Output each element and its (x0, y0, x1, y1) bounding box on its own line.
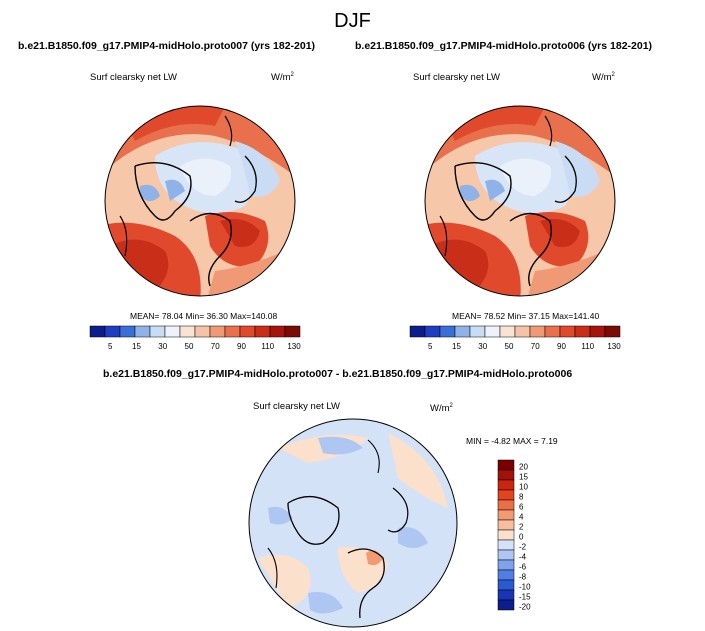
panel2-colorbar-tick-label: 130 (607, 342, 621, 351)
panel2-colorbar-swatch (529, 325, 546, 338)
diff-colorbar-swatch (497, 569, 515, 581)
panel2-colorbar-swatch (574, 325, 591, 338)
diff-colorbar-tick-label: -6 (519, 563, 527, 572)
diff-colorbar-tick-label: -4 (519, 553, 527, 562)
panel1-variable-label: Surf clearsky net LW (90, 72, 177, 83)
panel1-colorbar-tick-label: 130 (287, 342, 301, 351)
panel2-colorbar-swatch (589, 325, 606, 338)
diff-units: W/m2 (430, 403, 453, 415)
diff-colorbar-tick-label: -2 (519, 543, 527, 552)
panel1-colorbar-swatch (164, 325, 181, 338)
panel2-colorbar-tick-label: 110 (581, 342, 594, 351)
diff-variable-label: Surf clearsky net LW (253, 401, 340, 412)
diff-colorbar-swatch (497, 589, 515, 601)
panel1-colorbar-swatch (254, 325, 271, 338)
panel1-colorbar-swatch (224, 325, 241, 338)
diff-colorbar-swatch (497, 539, 515, 551)
panel1-colorbar-swatch (149, 325, 166, 338)
diff-colorbar-swatch (497, 549, 515, 561)
diff-title: b.e21.B1850.f09_g17.PMIP4-midHolo.proto0… (103, 368, 573, 380)
panel2-colorbar-swatch (604, 325, 621, 338)
diff-colorbar-swatch (497, 499, 515, 511)
panel1-colorbar-tick-label: 5 (108, 342, 113, 351)
panel1-run-title: b.e21.B1850.f09_g17.PMIP4-midHolo.proto0… (18, 40, 316, 52)
panel2-colorbar-swatch (544, 325, 561, 338)
diff-colorbar-swatch (497, 469, 515, 481)
panel2-colorbar-swatch (439, 325, 456, 338)
panel2-colorbar-swatch (454, 325, 471, 338)
panel1-colorbar-swatch (134, 325, 151, 338)
diff-colorbar-swatch (497, 509, 515, 521)
diff-colorbar-swatch (497, 579, 515, 591)
diff-colorbar-swatch (497, 599, 515, 611)
panel1-stats: MEAN= 78.04 Min= 36.30 Max=140.08 (130, 311, 278, 321)
panel1-colorbar-swatch (269, 325, 286, 338)
panel2-colorbar-tick-label: 15 (452, 342, 461, 351)
panel1-colorbar-swatch (209, 325, 226, 338)
diff-colorbar-tick-label: 20 (519, 463, 528, 472)
diff-colorbar-swatch (497, 489, 515, 501)
panel1-colorbar-tick-label: 70 (211, 342, 220, 351)
diff-colorbar-tick-label: -8 (519, 573, 527, 582)
panel2-units: W/m2 (592, 72, 615, 84)
diff-colorbar-tick-label: 2 (519, 523, 524, 532)
panel1-colorbar-tick-label: 30 (158, 342, 167, 351)
diff-stats: MIN = -4.82 MAX = 7.19 (466, 436, 558, 446)
panel1-colorbar-swatch (239, 325, 256, 338)
diff-colorbar-tick-label: -10 (519, 583, 531, 592)
diff-colorbar-tick-label: 0 (519, 533, 524, 542)
diff-colorbar-swatch (497, 529, 515, 541)
diff-colorbar-tick-label: -15 (519, 593, 531, 602)
panel2-colorbar-swatch (469, 325, 486, 338)
panel1-colorbar-tick-label: 15 (132, 342, 141, 351)
diff-colorbar-tick-label: 4 (519, 513, 524, 522)
diff-colorbar-swatch (497, 559, 515, 571)
panel2-variable-label: Surf clearsky net LW (413, 72, 500, 83)
panel1-colorbar-tick-label: 110 (261, 342, 274, 351)
panel2-colorbar-tick-label: 90 (557, 342, 566, 351)
diff-colorbar-tick-label: 6 (519, 503, 524, 512)
diff-colorbar-swatch (497, 459, 515, 471)
panel2-run-title: b.e21.B1850.f09_g17.PMIP4-midHolo.proto0… (355, 40, 653, 52)
panel1-colorbar-swatch (119, 325, 136, 338)
panel2-colorbar-swatch (409, 325, 426, 338)
panel1-colorbar-swatch (179, 325, 196, 338)
panel1-colorbar: 5 15 30 50 70 90 110 130 (89, 325, 301, 351)
panel2-polar-map (424, 105, 616, 297)
panel1-colorbar-swatch (284, 325, 301, 338)
panel2-colorbar-tick-label: 5 (428, 342, 433, 351)
diff-colorbar-tick-label: -20 (519, 603, 531, 612)
diff-colorbar-swatch (497, 519, 515, 531)
panel1-colorbar-tick-label: 90 (237, 342, 246, 351)
panel1-colorbar-tick-label: 50 (185, 342, 194, 351)
panel2-colorbar-swatch (559, 325, 576, 338)
panel2-colorbar-swatch (424, 325, 441, 338)
diff-colorbar-tick-label: 10 (519, 483, 528, 492)
panel1-units: W/m2 (271, 72, 294, 84)
panel2-colorbar: 5 15 30 50 70 90 110 130 (409, 325, 621, 351)
panel1-colorbar-swatch (89, 325, 106, 338)
panel1-colorbar-swatch (104, 325, 121, 338)
panel1-colorbar-swatch (194, 325, 211, 338)
panel1-polar-map (104, 105, 296, 297)
panel2-colorbar-tick-label: 30 (478, 342, 487, 351)
diff-colorbar-swatch (497, 479, 515, 491)
figure-title: DJF (334, 10, 371, 32)
panel2-colorbar-tick-label: 50 (505, 342, 514, 351)
panel2-colorbar-tick-label: 70 (531, 342, 540, 351)
diff-polar-map (248, 418, 458, 628)
panel2-stats: MEAN= 78.52 Min= 37.15 Max=141.40 (452, 311, 600, 321)
panel2-colorbar-swatch (514, 325, 531, 338)
panel2-colorbar-swatch (499, 325, 516, 338)
diff-colorbar-tick-label: 8 (519, 493, 524, 502)
panel2-colorbar-swatch (484, 325, 501, 338)
diff-colorbar-tick-label: 15 (519, 473, 528, 482)
